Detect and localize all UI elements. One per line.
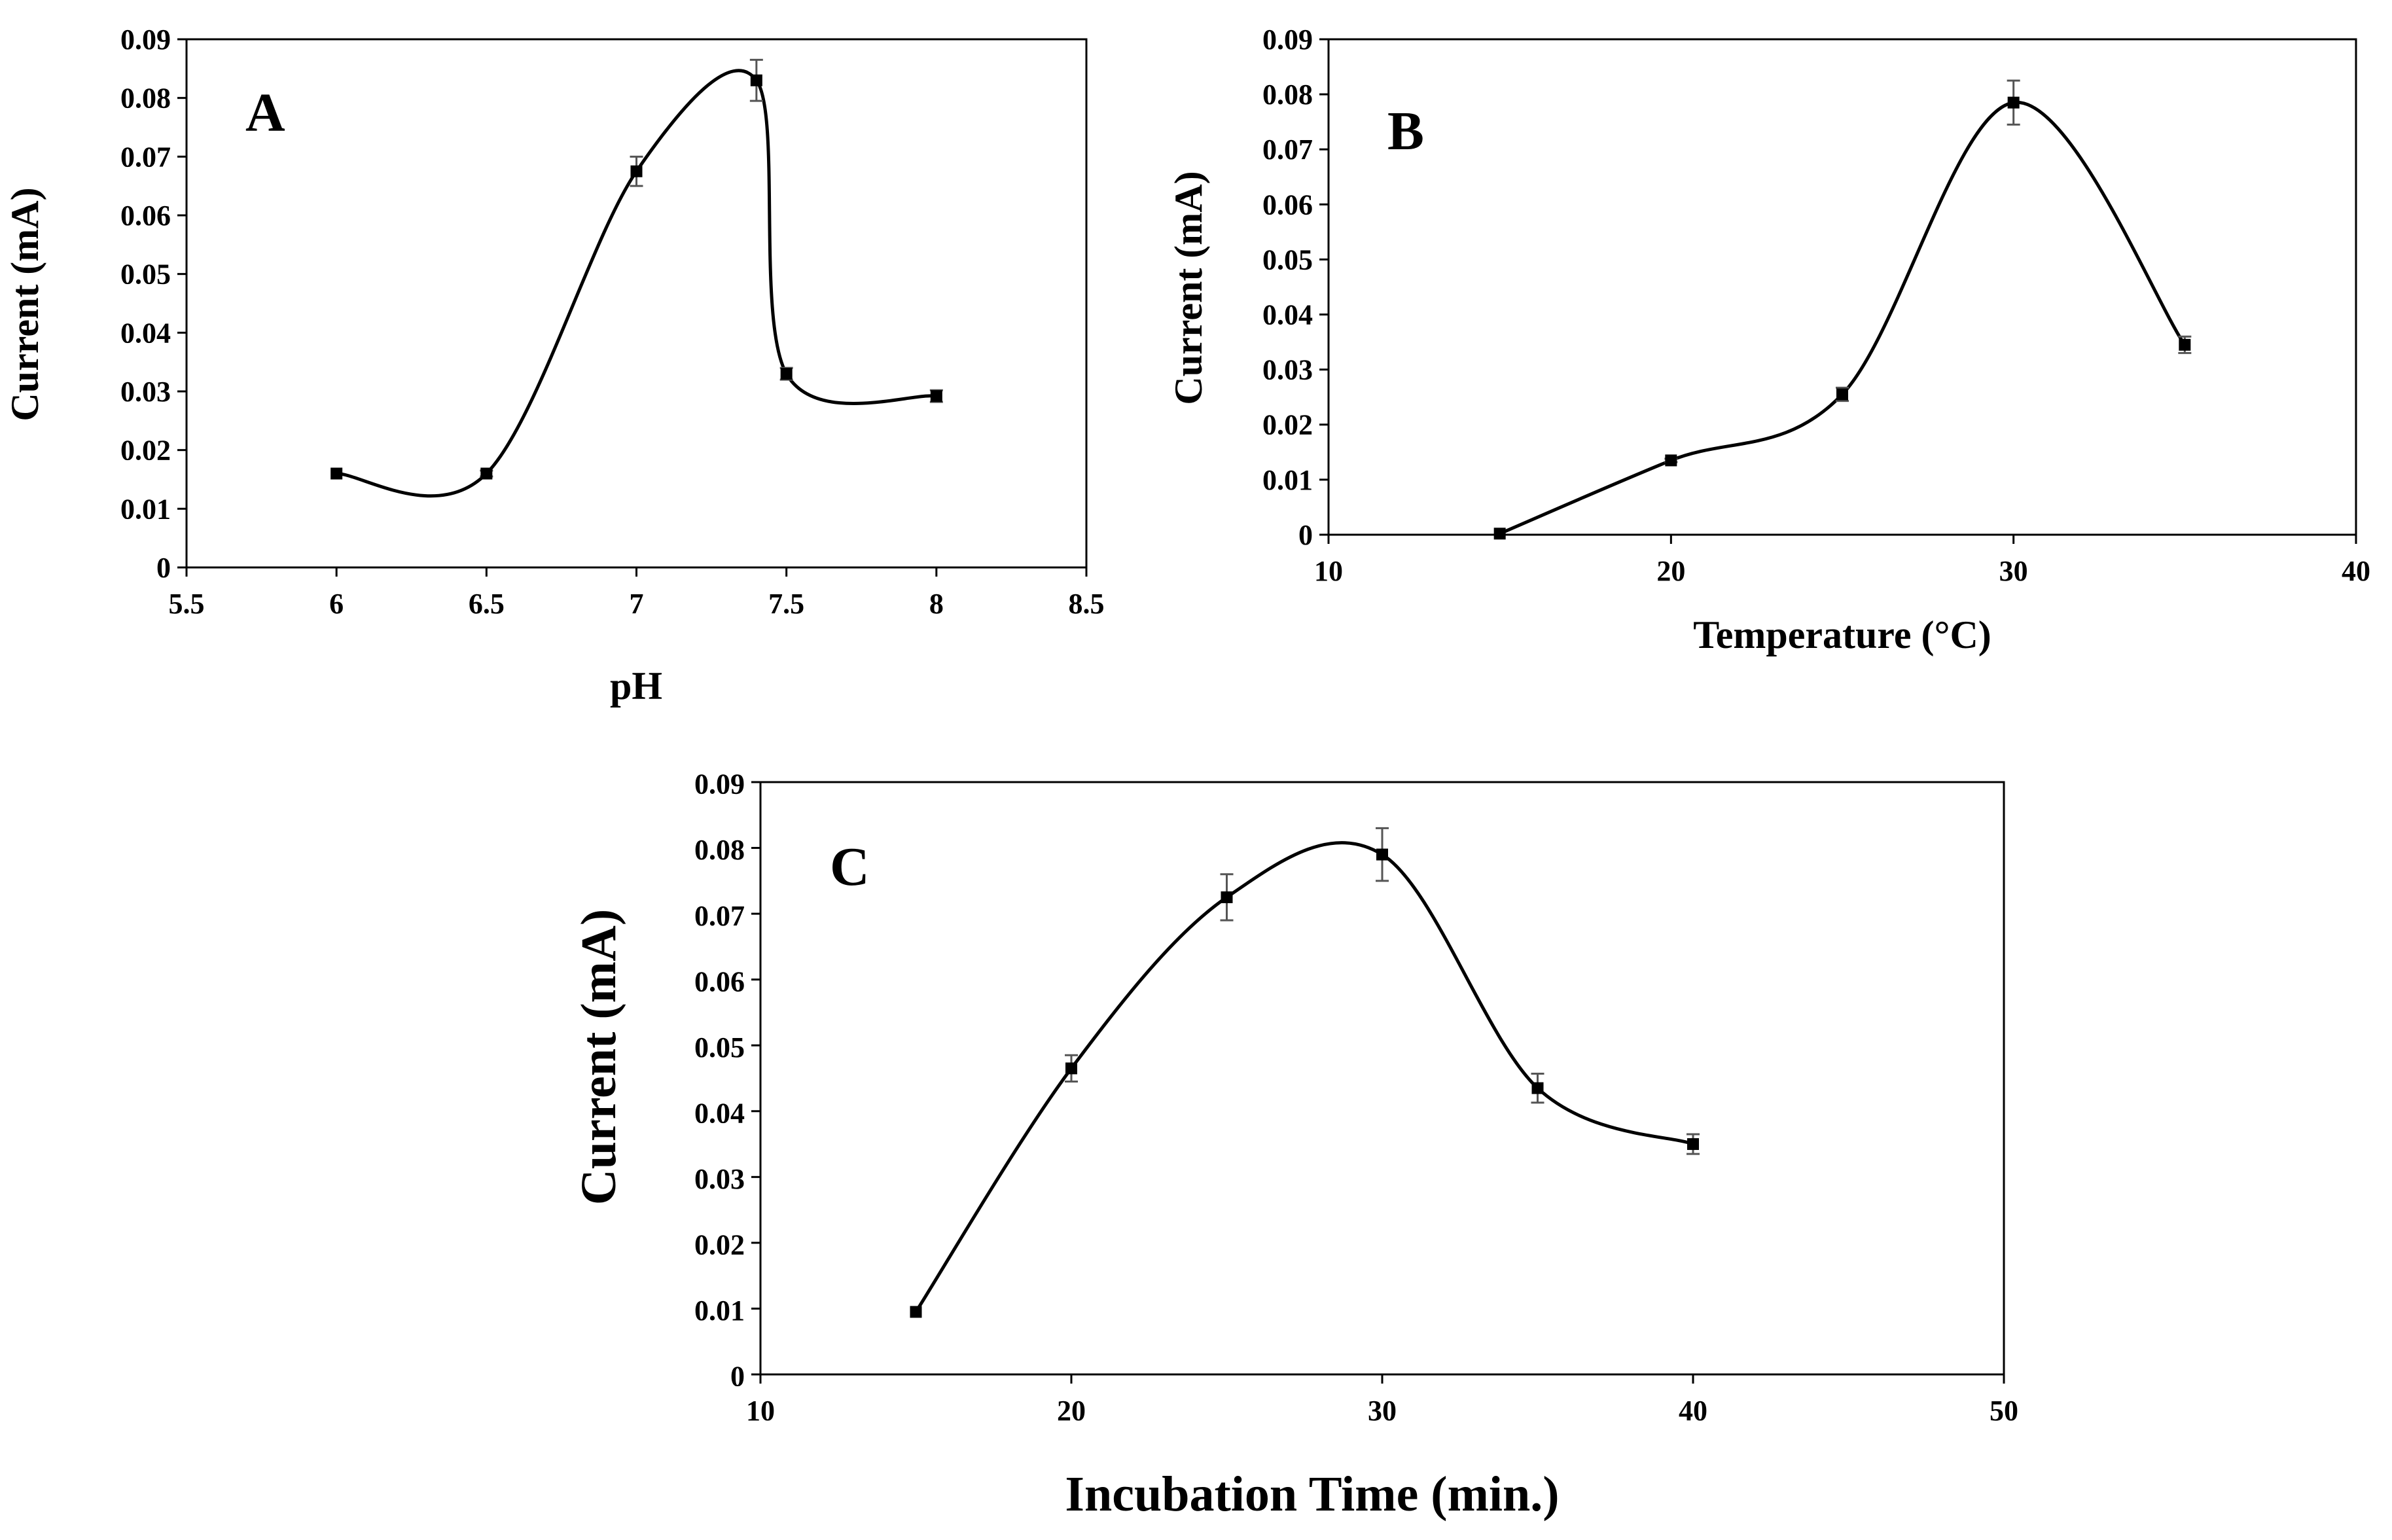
panel-c-y-tick-label: 0.09 bbox=[694, 768, 745, 800]
panel-b-x-tick-label: 40 bbox=[2342, 555, 2370, 587]
panel-a-x-tick-label: 8.5 bbox=[1069, 588, 1105, 620]
panel-c-x-tick-label: 40 bbox=[1679, 1395, 1707, 1427]
panel-a-y-tick-label: 0.08 bbox=[120, 82, 171, 115]
panel-c-data-point bbox=[1065, 1062, 1077, 1075]
panel-b-y-tick-label: 0.08 bbox=[1262, 79, 1313, 111]
panel-c-y-tick-label: 0.08 bbox=[694, 834, 745, 866]
panel-a-letter: A bbox=[245, 82, 285, 143]
panel-c-series bbox=[910, 827, 1700, 1318]
panel-c-y-tick-label: 0.02 bbox=[694, 1229, 745, 1261]
panel-a-x-axis: 5.5 6 6.5 7 7.5 8 8.5 bbox=[169, 567, 1105, 620]
panel-b-x-axis-title: Temperature (°C) bbox=[1693, 613, 1991, 656]
panel-b-y-tick-label: 0.02 bbox=[1262, 409, 1313, 441]
panel-a-series-line bbox=[334, 69, 938, 498]
panel-c: 10 20 30 40 50 0 0.01 0.02 0.03 0.04 0.05 0.06 0.07… bbox=[571, 768, 2018, 1522]
panel-a-x-tick-label: 6 bbox=[329, 588, 344, 620]
panel-b-series bbox=[1493, 79, 2192, 540]
panel-b-series-line bbox=[1498, 101, 2187, 535]
panel-b-y-tick-label: 0.06 bbox=[1262, 188, 1313, 221]
panel-a-y-tick-label: 0.07 bbox=[120, 141, 171, 173]
panel-c-y-axis-title: Current (mA) bbox=[571, 909, 626, 1205]
panel-c-y-tick-label: 0.05 bbox=[694, 1031, 745, 1064]
panel-a: 5.5 6 6.5 7 7.5 8 8.5 0 0.01 0.02 0.03 0.04 0.05 0.0… bbox=[3, 24, 1105, 707]
panel-b-x-tick-label: 10 bbox=[1314, 555, 1343, 587]
panel-c-series-line bbox=[914, 841, 1695, 1314]
panel-a-x-tick-label: 5.5 bbox=[169, 588, 205, 620]
panel-b-y-axis: 0 0.01 0.02 0.03 0.04 0.05 0.06 0.07 0.08 0.09 bbox=[1262, 24, 1329, 551]
panel-b: 10 20 30 40 0 0.01 0.02 0.03 0.04 0.05 0.06 0.07 0.… bbox=[1167, 24, 2370, 656]
panel-b-letter: B bbox=[1387, 101, 1424, 162]
panel-c-x-tick-label: 20 bbox=[1057, 1395, 1086, 1427]
panel-c-y-tick-label: 0.06 bbox=[694, 965, 745, 997]
panel-c-y-tick-label: 0.04 bbox=[694, 1097, 745, 1129]
panel-c-x-axis: 10 20 30 40 50 bbox=[746, 1374, 2018, 1427]
panel-b-x-tick-label: 20 bbox=[1656, 555, 1685, 587]
panel-c-y-tick-label: 0.01 bbox=[694, 1295, 745, 1327]
panel-b-x-tick-label: 30 bbox=[1999, 555, 2028, 587]
panel-a-y-tick-label: 0 bbox=[156, 552, 171, 584]
panel-b-y-axis-title: Current (mA) bbox=[1167, 171, 1210, 404]
panel-a-x-axis-title: pH bbox=[610, 664, 662, 707]
panel-b-data-point bbox=[2007, 96, 2020, 109]
panel-c-data-point bbox=[910, 1306, 922, 1318]
panel-c-data-point bbox=[1531, 1082, 1544, 1094]
panel-b-y-tick-label: 0.07 bbox=[1262, 134, 1313, 166]
panel-c-x-tick-label: 30 bbox=[1368, 1395, 1397, 1427]
panel-a-x-tick-label: 7 bbox=[630, 588, 644, 620]
panel-a-series bbox=[330, 58, 943, 498]
panel-c-x-tick-label: 10 bbox=[746, 1395, 775, 1427]
panel-b-y-tick-label: 0.04 bbox=[1262, 299, 1313, 331]
panel-a-x-tick-label: 6.5 bbox=[469, 588, 505, 620]
panel-c-y-tick-label: 0.03 bbox=[694, 1163, 745, 1195]
panel-a-plot-area bbox=[185, 38, 1088, 569]
panel-a-x-tick-label: 8 bbox=[929, 588, 944, 620]
panel-c-y-tick-label: 0 bbox=[730, 1361, 745, 1393]
panel-a-y-tick-label: 0.05 bbox=[120, 259, 171, 291]
panel-a-y-tick-label: 0.09 bbox=[120, 24, 171, 56]
panel-a-data-point bbox=[930, 390, 942, 403]
panel-a-y-axis-title: Current (mA) bbox=[3, 187, 46, 421]
panel-c-data-point bbox=[1221, 891, 1233, 903]
panel-b-data-point bbox=[1836, 388, 1848, 401]
panel-c-data-point bbox=[1376, 848, 1388, 861]
panel-a-y-tick-label: 0.03 bbox=[120, 376, 171, 408]
panel-b-y-tick-label: 0.03 bbox=[1262, 354, 1313, 386]
panel-b-x-axis: 10 20 30 40 bbox=[1314, 535, 2370, 587]
panel-c-x-tick-label: 50 bbox=[1990, 1395, 2018, 1427]
panel-a-y-axis: 0 0.01 0.02 0.03 0.04 0.05 0.06 0.07 0.08 0.09 bbox=[120, 24, 187, 584]
panel-c-y-tick-label: 0.07 bbox=[694, 900, 745, 932]
panel-b-data-point bbox=[2179, 338, 2191, 351]
panel-a-y-tick-label: 0.06 bbox=[120, 200, 171, 232]
panel-a-data-point bbox=[480, 467, 493, 480]
panel-a-y-tick-label: 0.01 bbox=[120, 493, 171, 525]
panel-a-y-tick-label: 0.02 bbox=[120, 435, 171, 467]
panel-c-data-point bbox=[1687, 1138, 1699, 1151]
panel-a-x-tick-label: 7.5 bbox=[768, 588, 804, 620]
panel-a-data-point bbox=[630, 165, 643, 177]
panel-c-letter: C bbox=[830, 836, 870, 897]
panel-a-data-point bbox=[780, 368, 793, 380]
panel-b-y-tick-label: 0 bbox=[1298, 519, 1313, 551]
panel-c-x-axis-title: Incubation Time (min.) bbox=[1065, 1467, 1559, 1522]
panel-c-y-axis: 0 0.01 0.02 0.03 0.04 0.05 0.06 0.07 0.08 0.09 bbox=[694, 768, 760, 1393]
panel-b-y-tick-label: 0.09 bbox=[1262, 24, 1313, 56]
panel-a-data-point bbox=[330, 467, 343, 480]
panel-b-y-tick-label: 0.01 bbox=[1262, 464, 1313, 496]
panel-b-data-point bbox=[1493, 528, 1506, 540]
panel-a-data-point bbox=[750, 74, 762, 86]
panel-b-y-tick-label: 0.05 bbox=[1262, 243, 1313, 276]
panel-b-data-point bbox=[1665, 454, 1677, 467]
panel-b-plot-area bbox=[1327, 38, 2357, 536]
panel-a-y-tick-label: 0.04 bbox=[120, 317, 171, 349]
